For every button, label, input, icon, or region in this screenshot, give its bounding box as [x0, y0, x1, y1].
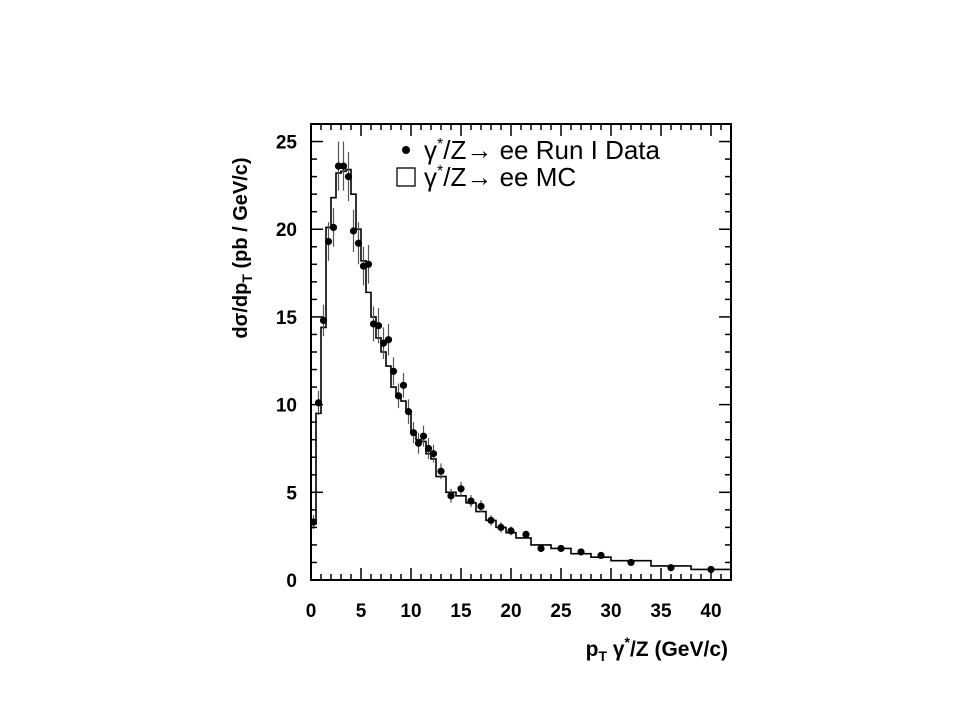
data-point: [437, 467, 445, 475]
x-tick-label: 20: [500, 601, 521, 622]
data-point: [354, 239, 363, 247]
x-tick-label: 30: [600, 601, 621, 622]
data-point: [379, 339, 388, 347]
legend: γ*/Z→ ee Run I Data γ*/Z→ ee MC: [396, 135, 661, 192]
data-point: [349, 227, 358, 235]
x-tick-label: 40: [700, 601, 721, 622]
data-point: [424, 444, 433, 453]
data-point: [447, 492, 455, 500]
y-axis-title: dσ/dpT (pb / GeV/c): [230, 157, 255, 338]
x-tick-label: 35: [650, 601, 672, 622]
legend-data-marker: [402, 146, 410, 154]
data-point: [667, 564, 675, 572]
y-tick-label: 5: [286, 483, 297, 504]
x-axis-title: pT γ*/Z (GeV/c): [586, 634, 728, 664]
data-point: [429, 450, 438, 458]
data-point-layer: [309, 162, 715, 574]
x-tick-label: 0: [306, 601, 317, 622]
legend-mc-marker: [396, 167, 416, 187]
data-point: [334, 162, 343, 170]
data-point: [339, 162, 348, 170]
y-tick-label: 15: [276, 308, 298, 329]
data-point: [314, 399, 323, 407]
legend-data-label: γ*/Z→ ee Run I Data: [424, 135, 661, 165]
y-tick-label: 0: [286, 571, 297, 592]
data-point: [507, 527, 515, 535]
data-point: [537, 544, 545, 553]
data-point: [487, 516, 495, 524]
data-point: [364, 260, 373, 268]
data-point: [577, 548, 585, 556]
error-bar-layer: [312, 141, 712, 571]
x-tick-label: 25: [550, 601, 572, 622]
y-tick-label: 10: [276, 396, 297, 417]
plot-frame: [310, 123, 732, 581]
data-point: [477, 502, 485, 510]
data-point: [384, 336, 393, 344]
mc-histogram-step: [310, 168, 731, 580]
data-point: [419, 432, 428, 440]
data-point: [324, 237, 333, 246]
data-point: [319, 316, 328, 325]
data-point: [404, 408, 413, 416]
data-point: [522, 530, 530, 539]
data-point: [409, 429, 418, 437]
legend-mc-label: γ*/Z→ ee MC: [424, 162, 576, 192]
data-point: [329, 223, 338, 232]
tick-labels: 0 5 10 15 20 25 30 35 40 0 5 10 15 20 25: [276, 133, 722, 622]
axis-ticks: [310, 123, 732, 581]
x-tick-label: 5: [356, 601, 367, 622]
data-point: [497, 523, 505, 531]
x-tick-label: 15: [450, 601, 472, 622]
data-point: [344, 173, 353, 181]
y-tick-label: 25: [276, 133, 298, 154]
x-tick-label: 10: [400, 601, 421, 622]
data-point: [627, 558, 635, 567]
data-point: [557, 544, 565, 553]
data-point: [457, 485, 465, 493]
data-point: [467, 497, 475, 505]
data-point: [597, 551, 605, 560]
data-point: [394, 392, 403, 400]
data-point: [414, 439, 423, 447]
mc-histogram-layer: [310, 168, 731, 580]
y-tick-label: 20: [276, 220, 297, 241]
data-point: [389, 367, 398, 375]
data-point: [399, 381, 408, 389]
data-point: [374, 322, 383, 330]
